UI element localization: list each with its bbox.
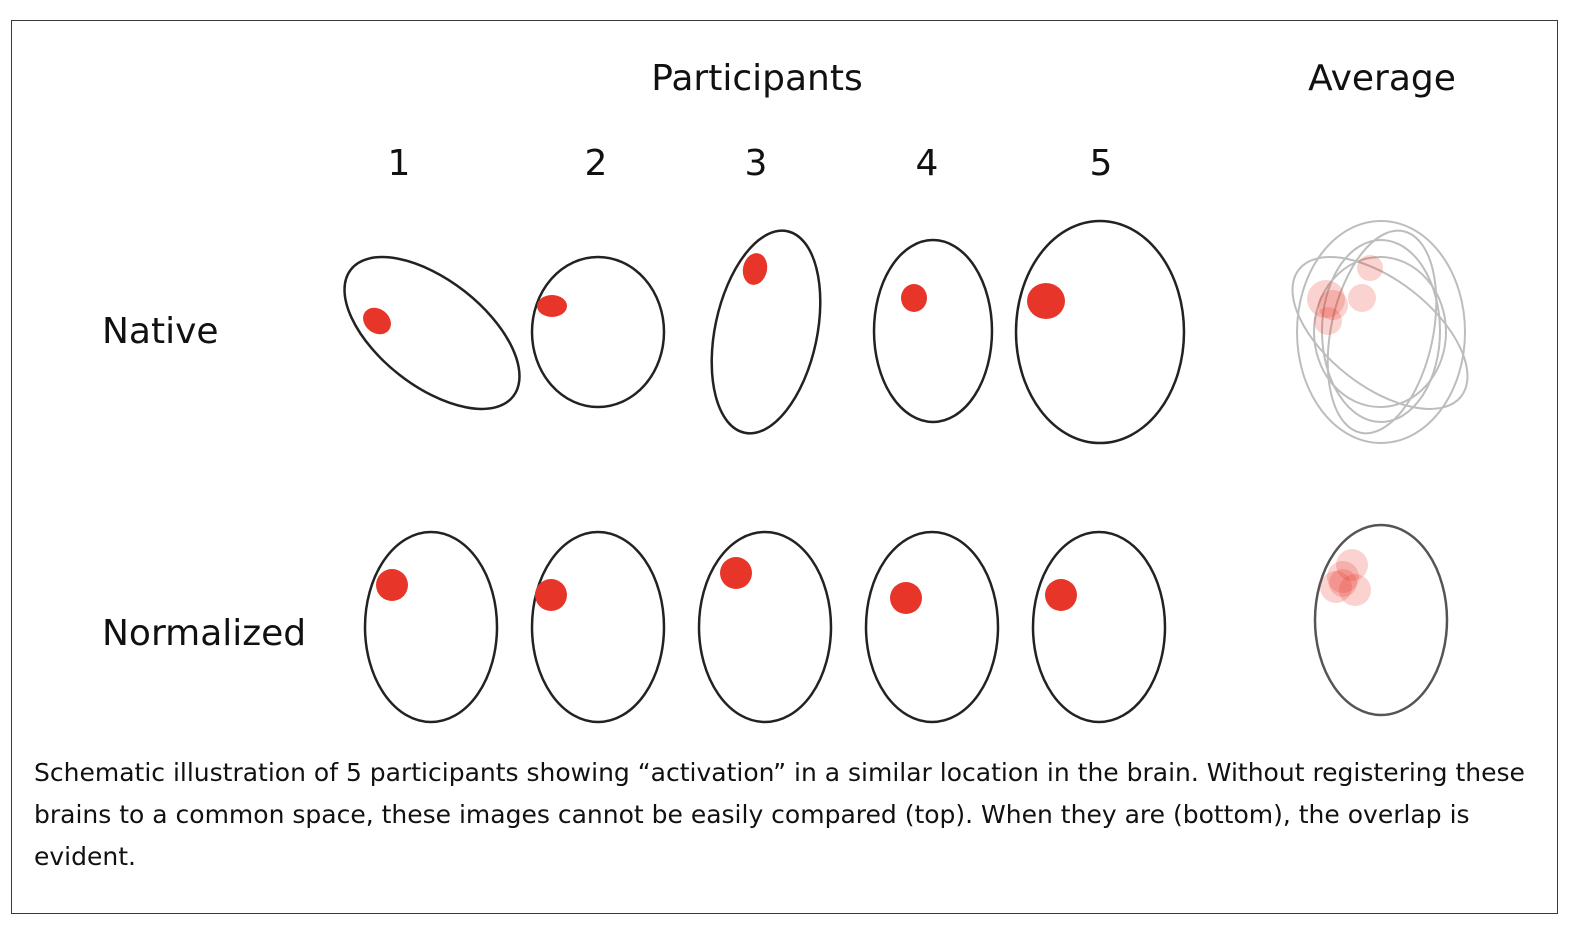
normalized-activation-5: [1045, 579, 1077, 611]
normalized-activation-3: [720, 557, 752, 589]
native-activation-1: [363, 307, 391, 335]
average-header: Average: [1308, 58, 1456, 99]
native-brain-5: [1014, 219, 1186, 445]
normalized-brain-1: [363, 530, 499, 724]
normalized-row: [363, 530, 1167, 724]
normalized-brain-3: [697, 530, 833, 724]
native-brain-2: [530, 255, 666, 409]
participants-header: Participants: [651, 58, 862, 99]
figure-frame: [11, 20, 1558, 914]
participant-number-3: 3: [745, 143, 768, 184]
native-activation-3: [742, 253, 768, 285]
native-activation-4: [901, 284, 927, 312]
native-activation-5: [1027, 283, 1065, 319]
row-label-native: Native: [102, 311, 219, 352]
native-brain-1: [343, 255, 521, 411]
normalized-activation-2: [535, 579, 567, 611]
participant-number-5: 5: [1090, 143, 1113, 184]
participant-number-2: 2: [585, 143, 608, 184]
native-average: [1291, 220, 1469, 444]
participant-number-4: 4: [916, 143, 939, 184]
native-row: [343, 219, 1186, 445]
normalized-brain-5: [1031, 530, 1167, 724]
normalized-brain-4: [864, 530, 1000, 724]
participant-number-1: 1: [388, 143, 411, 184]
native-brain-3: [710, 229, 822, 435]
native-activations: [363, 253, 1065, 335]
row-label-normalized: Normalized: [102, 613, 306, 654]
normalized-activations: [376, 557, 1077, 614]
normalized-activation-4: [890, 582, 922, 614]
normalized-activation-1: [376, 569, 408, 601]
native-activation-2: [537, 295, 567, 317]
figure-caption: Schematic illustration of 5 participants…: [34, 758, 1525, 871]
native-brain-4: [872, 238, 994, 424]
normalized-brain-2: [530, 530, 666, 724]
normalized-average: [1313, 523, 1449, 717]
